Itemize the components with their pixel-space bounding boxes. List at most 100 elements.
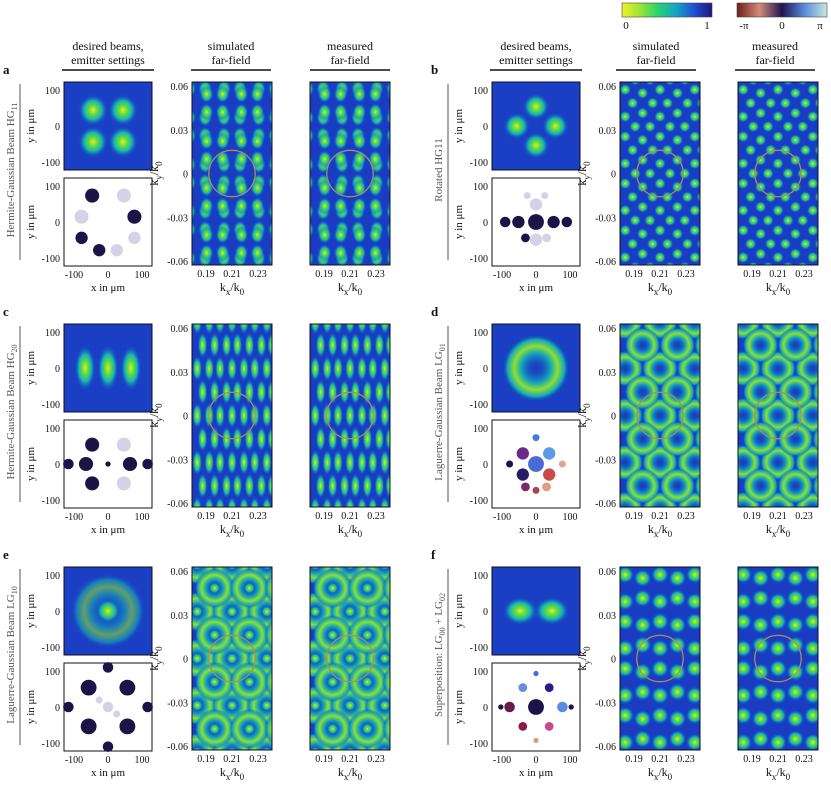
- far-lobe: [754, 87, 767, 100]
- far-ring: [742, 467, 779, 504]
- far-lobe: [397, 426, 407, 452]
- panel-c-far-xlabel-0: kx/k0: [220, 522, 245, 539]
- far-lobe: [779, 97, 792, 110]
- far-lobe: [333, 324, 343, 335]
- panel-a-title: Hermite-Gaussian Beam HG11: [5, 103, 19, 238]
- panel-b: b Rotated HG11 y in μm 100 0 -100 y in μm 100 0 -…: [431, 62, 831, 294]
- near-ytick: 0: [55, 703, 60, 714]
- panel-a-far-xlabel-1-text: kx/k0: [338, 280, 363, 297]
- near-ytick: -100: [470, 643, 488, 654]
- far-lobe: [274, 403, 284, 429]
- far-lobe: [310, 355, 321, 382]
- far-lobe: [333, 103, 348, 122]
- far-lobe: [285, 179, 299, 197]
- far-lobe: [269, 245, 272, 261]
- far-lobe: [199, 196, 214, 215]
- far-lobe: [387, 151, 390, 167]
- far-lobe: [333, 196, 348, 215]
- far-ring: [777, 420, 814, 457]
- emitter-dot: [523, 192, 531, 200]
- far-lobe: [199, 132, 214, 151]
- far-lobe: [633, 589, 652, 608]
- far-core: [361, 582, 374, 595]
- far-lobe: [799, 237, 812, 250]
- panel-d: d Laguerre-Gaussian Beam LG01 y in μm 100 0 -…: [431, 304, 819, 536]
- emitter-dot: [85, 476, 100, 491]
- phase-max-label: π: [817, 20, 823, 32]
- far-lobe: [403, 85, 417, 103]
- panel-d-letter: d: [431, 304, 439, 319]
- panel-c-title: Hermite-Gaussian Beam HG20: [5, 344, 19, 479]
- far-lobe: [824, 228, 831, 240]
- far-ytick: 0.03: [171, 126, 189, 137]
- k-circle: [754, 634, 802, 683]
- far-lobe: [215, 85, 230, 104]
- far-lobe: [633, 616, 652, 635]
- far-lobe: [716, 238, 728, 250]
- far-lobe: [192, 156, 197, 173]
- near-xtick: 0: [534, 512, 539, 523]
- far-lobe: [786, 616, 805, 635]
- far-lobe: [738, 639, 753, 658]
- far-lobe: [339, 379, 350, 406]
- far-lobe: [199, 225, 214, 244]
- far-lobe: [269, 198, 272, 214]
- near-xtick: -100: [65, 755, 83, 766]
- far-lobe: [782, 82, 794, 86]
- emitter-dot: [547, 215, 560, 229]
- far-core: [310, 652, 322, 665]
- near-ytick: -100: [470, 400, 488, 411]
- far-ytick: -0.03: [595, 213, 616, 224]
- far-lobe: [696, 238, 700, 250]
- far-lobe: [678, 214, 691, 227]
- far-xtick: 0.19: [743, 754, 761, 765]
- far-lobe: [620, 83, 632, 96]
- far-lobe: [772, 130, 784, 143]
- far-lobe: [249, 449, 260, 476]
- far-lobe: [636, 107, 649, 120]
- far-lobe: [762, 214, 774, 227]
- far-lobe: [817, 82, 818, 84]
- far-lobe: [387, 104, 390, 120]
- far-lobe: [664, 167, 676, 180]
- emitter-dot: [506, 460, 514, 468]
- far-core: [260, 652, 272, 665]
- far-lobe: [192, 109, 197, 126]
- emitter-dot: [119, 718, 136, 735]
- far-lobe: [789, 87, 802, 100]
- far-core: [243, 770, 255, 782]
- far-lobe: [197, 472, 208, 499]
- far-lobe: [227, 324, 237, 335]
- far-lobe: [285, 85, 299, 103]
- far-lobe: [403, 179, 417, 197]
- far-lobe: [239, 324, 249, 335]
- near-lobe: [522, 93, 550, 120]
- far-lobe: [772, 204, 784, 217]
- far-core: [278, 629, 290, 641]
- far-ring: [777, 374, 814, 411]
- panel-d-far-xlabel-1: kx/k0: [766, 522, 791, 539]
- header-measured-0-l1: measured: [327, 39, 373, 53]
- far-lobe: [352, 225, 367, 244]
- far-lobe: [786, 569, 805, 588]
- far-lobe: [256, 520, 266, 546]
- far-lobe: [671, 200, 684, 213]
- far-lobe: [387, 227, 390, 243]
- far-lobe: [814, 238, 818, 250]
- far-lobe: [764, 237, 777, 250]
- far-lobe: [806, 251, 818, 264]
- far-lobe: [209, 332, 220, 359]
- far-lobe: [706, 107, 718, 119]
- panel-e-far-xlabel-1-text: kx/k0: [338, 765, 363, 782]
- panel-d-near-ylabel: y in μm: [453, 447, 465, 481]
- emitter-dot: [533, 670, 539, 677]
- panel-c-near-frame: [63, 323, 153, 413]
- far-lobe: [716, 191, 728, 203]
- far-lobe: [706, 134, 718, 146]
- far-core: [192, 652, 204, 665]
- far-ytick: 0: [611, 412, 616, 423]
- far-lobe: [274, 449, 284, 475]
- near-xtick: -100: [65, 270, 83, 281]
- far-lobe: [688, 204, 700, 217]
- emitter-dot: [499, 216, 511, 228]
